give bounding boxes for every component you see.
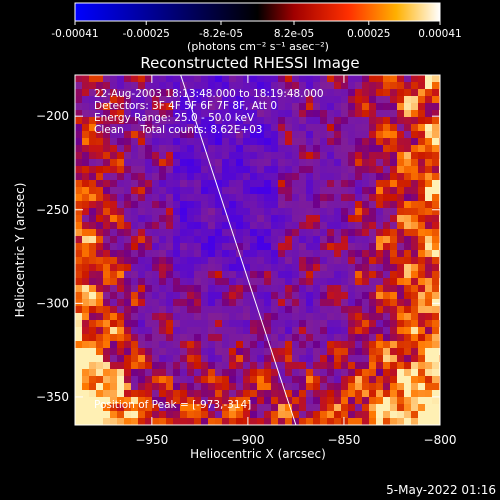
x-tick-label: −950	[135, 433, 168, 447]
y-tick-label: −300	[36, 296, 69, 310]
axis-ticks: −950 −900 −850 −800 −200 −250 −300 −350	[36, 75, 456, 447]
info-line-clean: Clean Total counts: 8.62E+03	[94, 124, 263, 136]
colorbar-tick-label: -8.2e-05	[199, 28, 243, 40]
y-tick-label: −200	[36, 109, 69, 123]
x-axis-label: Heliocentric X (arcsec)	[190, 447, 326, 461]
peak-position-label: Position of Peak = [-973,-314]	[94, 399, 251, 411]
info-line-energy: Energy Range: 25.0 - 50.0 keV	[94, 112, 255, 124]
y-tick-label: −350	[36, 390, 69, 404]
x-tick-label: −850	[327, 433, 360, 447]
info-block: 22-Aug-2003 18:13:48.000 to 18:19:48.000…	[94, 88, 324, 136]
colorbar-tick-label: 8.2e-05	[274, 28, 314, 40]
info-line-detectors: Detectors: 3F 4F 5F 6F 7F 8F, Att 0	[94, 100, 277, 112]
x-tick-label: −800	[424, 433, 457, 447]
colorbar-tick-label: -0.00025	[123, 28, 170, 40]
colorbar-gradient	[74, 2, 441, 22]
colorbar-tick-label: 0.00041	[418, 28, 461, 40]
y-axis-label: Heliocentric Y (arcsec)	[13, 183, 27, 318]
plot-frame	[74, 74, 441, 426]
y-tick-label: −250	[36, 203, 69, 217]
chart-title: Reconstructed RHESSI Image	[140, 54, 359, 72]
colorbar-tick-label: 0.00025	[347, 28, 390, 40]
info-line-time: 22-Aug-2003 18:13:48.000 to 18:19:48.000	[94, 88, 324, 100]
colorbar-ticks: -0.00041 -0.00025 -8.2e-05 8.2e-05 0.00025 0.…	[51, 21, 462, 40]
colorbar-tick-label: -0.00041	[51, 28, 98, 40]
heatmap-image	[75, 75, 440, 425]
x-tick-label: −900	[231, 433, 264, 447]
colorbar-unit-label: (photons cm⁻² s⁻¹ asec⁻²)	[187, 40, 329, 53]
footer-date: 5-May-2022 01:16	[386, 483, 496, 497]
solar-limb-line	[180, 74, 297, 426]
plot-area: −950 −900 −850 −800 −200 −250 −300 −350	[36, 74, 456, 447]
colorbar: -0.00041 -0.00025 -8.2e-05 8.2e-05 0.00025 0.…	[51, 2, 462, 53]
